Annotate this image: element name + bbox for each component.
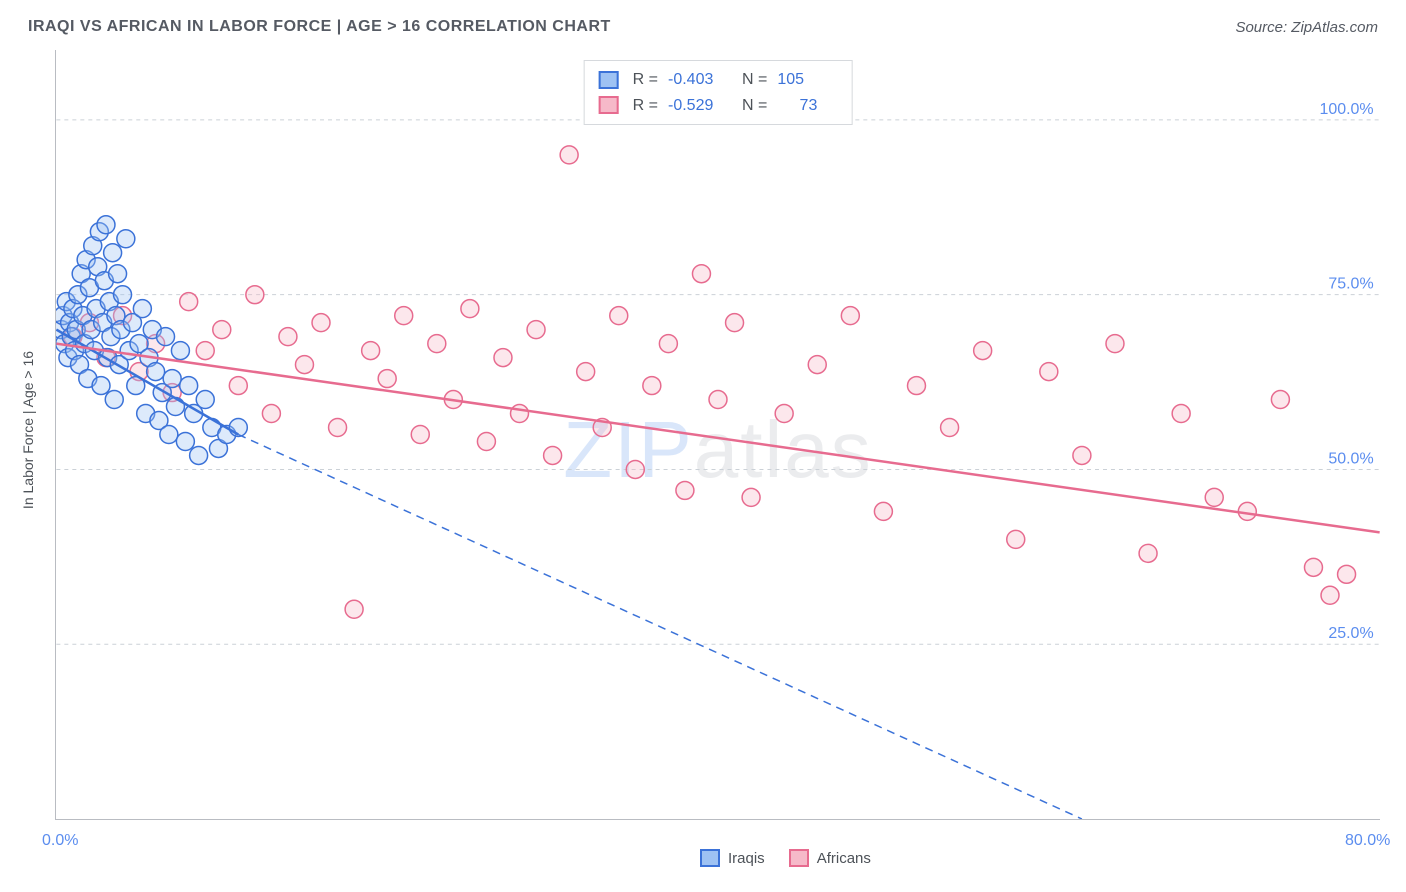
x-end-label: 80.0% — [1345, 832, 1390, 850]
swatch-iraqis-icon — [700, 849, 720, 867]
swatch-africans — [599, 96, 619, 114]
svg-text:25.0%: 25.0% — [1328, 625, 1373, 642]
n-value-iraqis: 105 — [777, 67, 837, 93]
series-legend: Iraqis Africans — [700, 832, 871, 884]
swatch-iraqis — [599, 71, 619, 89]
r-value-africans: -0.529 — [668, 93, 728, 119]
n-label: N = — [742, 93, 767, 119]
r-value-iraqis: -0.403 — [668, 67, 728, 93]
r-label: R = — [633, 67, 658, 93]
legend-label-iraqis: Iraqis — [728, 850, 765, 867]
scatter-svg: 25.0% 50.0% 75.0% 100.0% — [56, 50, 1380, 819]
correlation-legend: R = -0.403 N = 105 R = -0.529 N = 73 — [584, 60, 853, 125]
svg-text:50.0%: 50.0% — [1328, 450, 1373, 467]
legend-row-africans: R = -0.529 N = 73 — [599, 93, 838, 119]
swatch-africans-icon — [789, 849, 809, 867]
r-label: R = — [633, 93, 658, 119]
x-origin-label: 0.0% — [42, 832, 78, 850]
n-value-africans: 73 — [777, 93, 817, 119]
svg-text:75.0%: 75.0% — [1328, 276, 1373, 293]
legend-label-africans: Africans — [817, 850, 871, 867]
chart-plot-area: R = -0.403 N = 105 R = -0.529 N = 73 ZIP… — [55, 50, 1380, 820]
chart-header: IRAQI VS AFRICAN IN LABOR FORCE | AGE > … — [28, 18, 1378, 36]
chart-title: IRAQI VS AFRICAN IN LABOR FORCE | AGE > … — [28, 18, 611, 36]
svg-text:100.0%: 100.0% — [1319, 101, 1373, 118]
legend-item-africans: Africans — [789, 849, 871, 867]
n-label: N = — [742, 67, 767, 93]
legend-row-iraqis: R = -0.403 N = 105 — [599, 67, 838, 93]
y-axis-label: In Labor Force | Age > 16 — [20, 351, 36, 509]
source-attribution: Source: ZipAtlas.com — [1235, 19, 1378, 36]
legend-item-iraqis: Iraqis — [700, 849, 765, 867]
